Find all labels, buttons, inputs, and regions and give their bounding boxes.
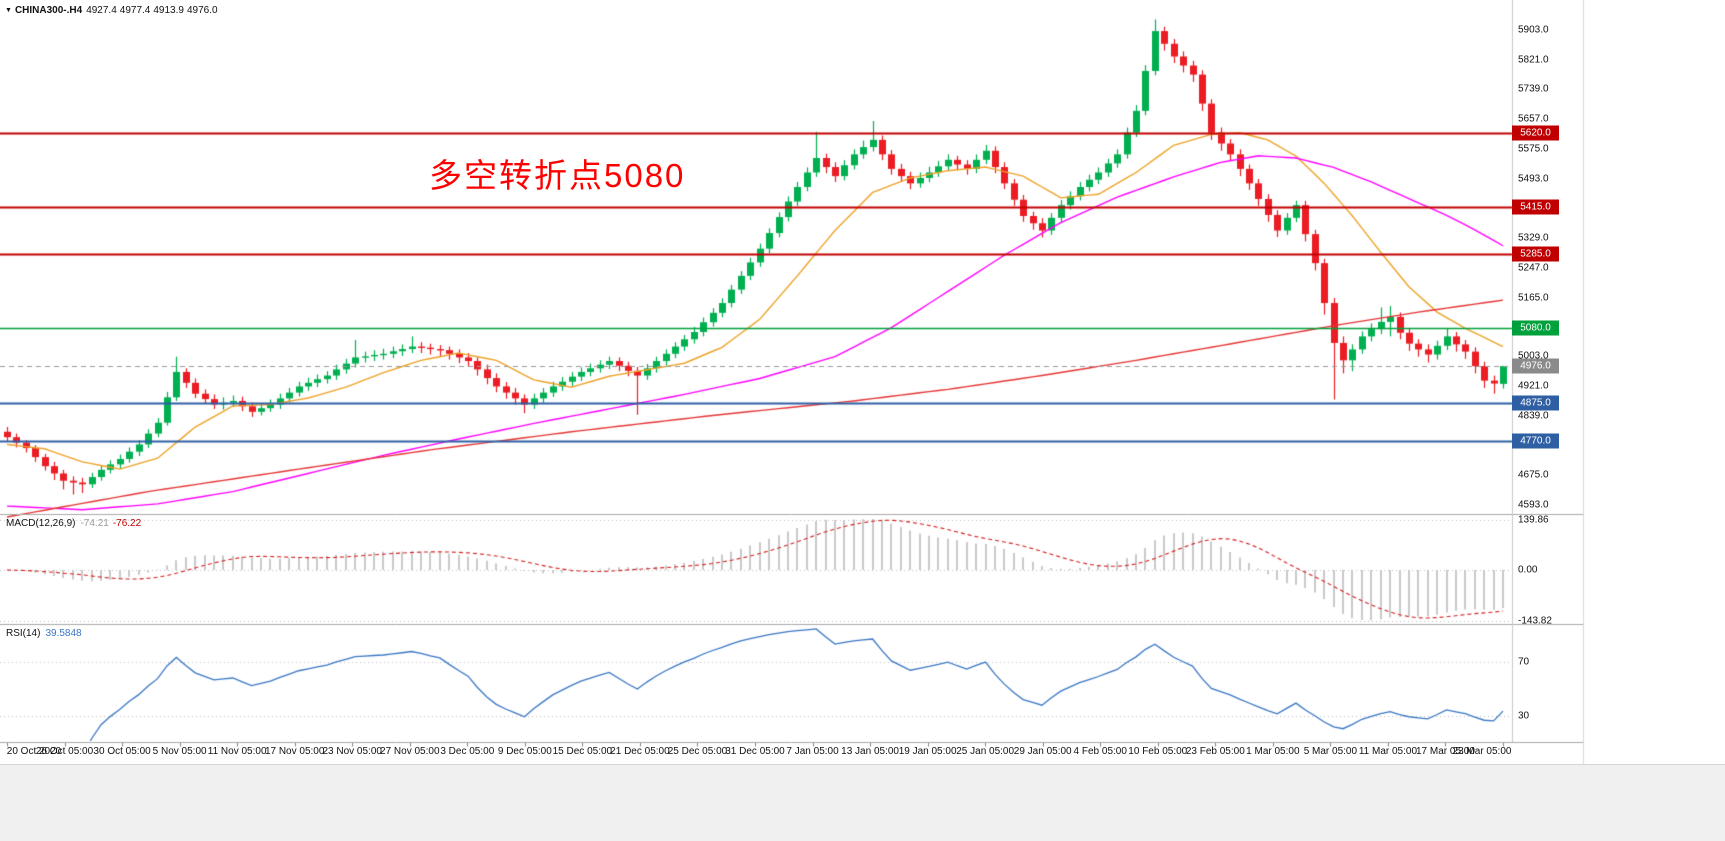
rsi-name: RSI(14)	[6, 628, 41, 639]
date-axis-label: 5 Nov 05:00	[152, 746, 207, 757]
price-axis-tick: 4921.0	[1518, 380, 1549, 392]
date-axis-label: 13 Jan 05:00	[841, 746, 899, 757]
support-4875-badge[interactable]: 4875.0	[1512, 395, 1559, 411]
date-axis-label: 23 Mar 05:00	[1452, 746, 1512, 757]
chart-info-bar: ▼ CHINA300-.H4 4927.4 4977.4 4913.9 4976.0	[5, 5, 221, 16]
price-axis-tick: 5657.0	[1518, 113, 1549, 125]
date-axis-label: 3 Dec 05:00	[440, 746, 495, 757]
price-axis-tick: 5575.0	[1518, 143, 1549, 155]
price-axis-tick: 5247.0	[1518, 262, 1549, 274]
price-axis-tick: 5003.0	[1518, 350, 1549, 362]
price-axis-tick: 5821.0	[1518, 54, 1549, 66]
taskbar-area	[0, 764, 1725, 841]
rsi-axis-tick: 70	[1518, 656, 1530, 668]
date-axis-label: 17 Nov 05:00	[264, 746, 325, 757]
resistance-5285-badge[interactable]: 5285.0	[1512, 246, 1559, 262]
price-axis-tick: 5329.0	[1518, 232, 1549, 244]
price-axis-tick: 5903.0	[1518, 24, 1549, 36]
macd-axis-tick: 139.86	[1518, 514, 1549, 526]
support-4770-badge[interactable]: 4770.0	[1512, 433, 1559, 449]
date-axis-label: 5 Mar 05:00	[1303, 746, 1358, 757]
rsi-indicator-label: RSI(14) 39.5848	[6, 628, 82, 639]
chart-annotation-text[interactable]: 多空转折点5080	[429, 157, 686, 194]
date-axis-label: 4 Feb 05:00	[1073, 746, 1127, 757]
rsi-value: 39.5848	[45, 628, 82, 639]
ohlc-open: 4927.4	[86, 5, 117, 16]
resistance-5620-badge[interactable]: 5620.0	[1512, 125, 1559, 141]
ohlc-close: 4976.0	[186, 5, 218, 16]
date-axis-label: 30 Oct 05:00	[93, 746, 151, 757]
date-axis-label: 23 Feb 05:00	[1185, 746, 1245, 757]
date-axis-label: 10 Feb 05:00	[1128, 746, 1188, 757]
collapse-triangle-icon[interactable]: ▼	[5, 7, 12, 14]
macd-indicator-label: MACD(12,26,9) -74.21 -76.22	[6, 518, 141, 529]
date-axis-label: 9 Dec 05:00	[497, 746, 552, 757]
date-axis-label: 25 Jan 05:00	[956, 746, 1015, 757]
price-axis-tick: 5493.0	[1518, 173, 1549, 185]
symbol-timeframe-label: CHINA300-.H4	[14, 5, 83, 16]
date-axis-label: 27 Nov 05:00	[380, 746, 440, 757]
pivot-5080-badge[interactable]: 5080.0	[1512, 320, 1559, 336]
rsi-axis-tick: 30	[1518, 710, 1530, 722]
macd-axis-tick: -143.82	[1518, 615, 1552, 627]
resistance-5415-badge[interactable]: 5415.0	[1512, 199, 1559, 215]
date-axis-label: 7 Jan 05:00	[786, 746, 839, 757]
date-axis-label: 25 Dec 05:00	[667, 746, 728, 757]
date-axis-label: 26 Oct 05:00	[35, 746, 94, 757]
date-axis-label: 29 Jan 05:00	[1013, 746, 1072, 757]
date-axis-label: 20 Oct 2020	[6, 746, 62, 757]
chart-canvas[interactable]	[0, 0, 1725, 766]
ohlc-low: 4913.9	[153, 5, 184, 16]
date-axis-label: 15 Dec 05:00	[552, 746, 613, 757]
macd-main-value: -74.21	[80, 518, 109, 529]
price-axis-tick: 4675.0	[1518, 469, 1549, 481]
date-axis-label: 21 Dec 05:00	[610, 746, 670, 757]
price-axis-tick: 4839.0	[1518, 410, 1549, 422]
date-axis-label: 17 Mar 05:00	[1415, 746, 1475, 757]
macd-signal-value: -76.22	[112, 518, 142, 529]
date-axis-label: 23 Nov 05:00	[322, 746, 382, 757]
current-price-badge: 4976.0	[1512, 358, 1559, 374]
price-axis-tick: 4593.0	[1518, 499, 1549, 511]
ohlc-high: 4977.4	[119, 5, 151, 16]
date-axis-label: 19 Jan 05:00	[898, 746, 957, 757]
date-axis-label: 11 Nov 05:00	[207, 746, 267, 757]
price-axis-tick: 5165.0	[1518, 292, 1549, 304]
macd-axis-tick: 0.00	[1518, 564, 1538, 576]
price-axis-tick: 5739.0	[1518, 83, 1549, 95]
date-axis-label: 31 Dec 05:00	[725, 746, 785, 757]
macd-name: MACD(12,26,9)	[6, 518, 76, 529]
date-axis-label: 1 Mar 05:00	[1246, 746, 1300, 757]
date-axis-label: 11 Mar 05:00	[1358, 746, 1418, 757]
